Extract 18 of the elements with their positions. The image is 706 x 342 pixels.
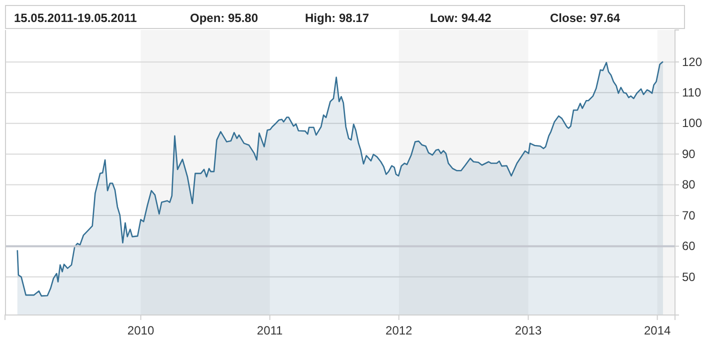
- y-tick-label: 110: [682, 85, 702, 100]
- text: Open: 95.80: [190, 11, 258, 25]
- x-tick-label: 2013: [514, 324, 542, 338]
- x-tick-label: 2012: [386, 324, 413, 338]
- text: Close: 97.64: [550, 11, 620, 25]
- y-tick-label: 90: [682, 146, 696, 161]
- x-tick-label: 2014: [644, 324, 671, 338]
- y-tick-label: 60: [682, 239, 696, 254]
- x-tick-label: 2010: [127, 324, 154, 338]
- x-tick-label: 2011: [256, 324, 284, 338]
- text: Low: 94.42: [430, 11, 492, 25]
- chart-title: 15.05.2011-19.05.2011: [14, 11, 138, 25]
- y-tick-label: 120: [682, 54, 702, 69]
- text: High: 98.17: [305, 11, 370, 25]
- y-tick-label: 50: [682, 270, 696, 284]
- y-tick-label: 80: [682, 178, 696, 192]
- y-tick-label: 70: [682, 208, 696, 222]
- y-tick-label: 100: [682, 116, 702, 130]
